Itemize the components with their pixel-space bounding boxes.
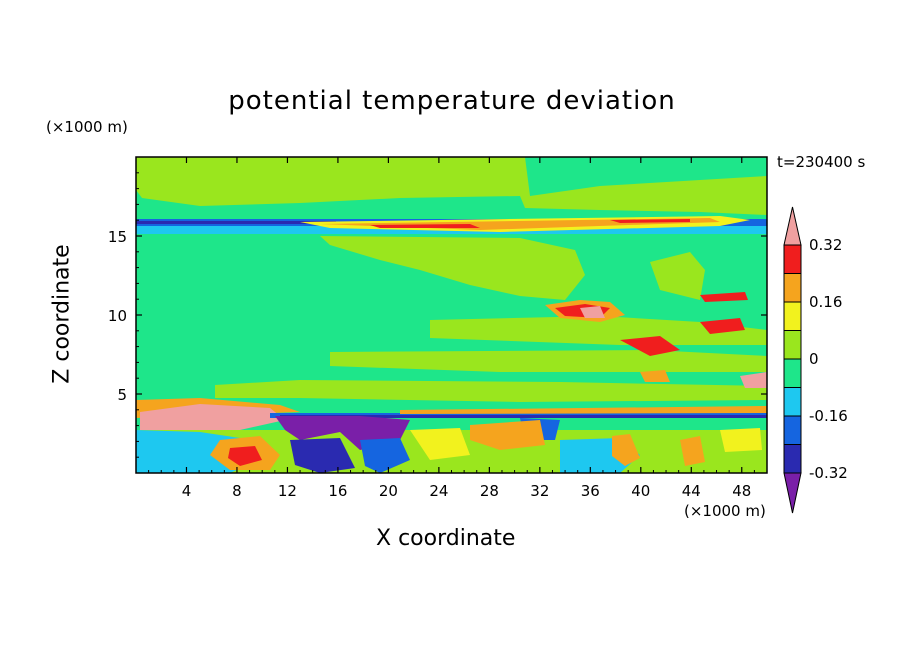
x-tick-label: 32 bbox=[530, 482, 549, 500]
field-mid-warm-3 bbox=[430, 316, 767, 345]
field-bl-orange-2 bbox=[470, 420, 545, 450]
field-mid-warm-4 bbox=[330, 350, 767, 372]
colorbar-label: 0.32 bbox=[809, 236, 842, 254]
x-tick-label: 44 bbox=[682, 482, 701, 500]
x-tick-label: 24 bbox=[429, 482, 448, 500]
colorbar-label: 0.16 bbox=[809, 293, 842, 311]
colorbar-box bbox=[783, 444, 802, 474]
field-bl-red-1 bbox=[228, 446, 262, 466]
colorbar-box bbox=[783, 330, 802, 360]
colorbar-label: 0 bbox=[809, 350, 819, 368]
colorbar-label: -0.16 bbox=[809, 407, 848, 425]
colorbar: 0.32 0.16 0 -0.16 -0.32 bbox=[783, 206, 848, 514]
x-axis-unit: (×1000 m) bbox=[684, 502, 766, 520]
field-mid-warm-1 bbox=[320, 236, 585, 300]
x-tick-label: 40 bbox=[631, 482, 650, 500]
x-tick-label: 36 bbox=[581, 482, 600, 500]
field-mid-warm-5 bbox=[215, 380, 767, 402]
x-tick-label: 48 bbox=[732, 482, 751, 500]
field-inversion-warm bbox=[400, 406, 767, 414]
field-cell-5 bbox=[740, 372, 767, 388]
colorbar-box bbox=[783, 415, 802, 445]
field-cell-4 bbox=[640, 370, 670, 382]
y-axis-unit: (×1000 m) bbox=[46, 118, 128, 136]
x-tick-label: 8 bbox=[232, 482, 242, 500]
x-tick-label: 28 bbox=[480, 482, 499, 500]
field-cell-1c bbox=[580, 306, 605, 318]
x-tick-label: 4 bbox=[182, 482, 192, 500]
field-bl-navy bbox=[290, 438, 355, 473]
field-bl-orange-3 bbox=[612, 434, 705, 466]
field-inversion-dark bbox=[280, 415, 767, 418]
x-ticks: 4 8 12 16 20 24 28 32 36 40 44 48 bbox=[148, 157, 755, 500]
field-cell-2 bbox=[620, 336, 680, 356]
field-mid-warm-2 bbox=[650, 252, 705, 300]
y-tick-label: 5 bbox=[117, 386, 127, 404]
field-cell-3 bbox=[700, 318, 745, 334]
colorbar-box bbox=[783, 244, 802, 274]
field-bl-pink bbox=[140, 404, 285, 434]
y-ticks: 5 10 15 bbox=[108, 172, 767, 458]
chart-title: potential temperature deviation bbox=[228, 86, 676, 116]
field-cell-6 bbox=[700, 292, 748, 302]
field-tropo-dark bbox=[136, 221, 336, 224]
contour-field bbox=[136, 157, 767, 473]
field-upper-neutral bbox=[525, 157, 767, 196]
x-tick-label: 16 bbox=[328, 482, 347, 500]
colorbar-box bbox=[783, 273, 802, 303]
x-tick-label: 20 bbox=[379, 482, 398, 500]
y-tick-label: 10 bbox=[108, 307, 127, 325]
colorbar-label: -0.32 bbox=[809, 464, 848, 482]
colorbar-extend-max bbox=[783, 206, 802, 246]
colorbar-box bbox=[783, 301, 802, 331]
time-label: t=230400 s bbox=[777, 153, 866, 171]
colorbar-extend-min bbox=[783, 472, 802, 514]
field-tropo-red bbox=[370, 219, 690, 228]
x-axis-label: X coordinate bbox=[376, 526, 516, 551]
x-tick-label: 12 bbox=[278, 482, 297, 500]
y-tick-label: 15 bbox=[108, 228, 127, 246]
field-bl-yellow bbox=[410, 428, 762, 460]
colorbar-box bbox=[783, 387, 802, 417]
colorbar-box bbox=[783, 358, 802, 388]
